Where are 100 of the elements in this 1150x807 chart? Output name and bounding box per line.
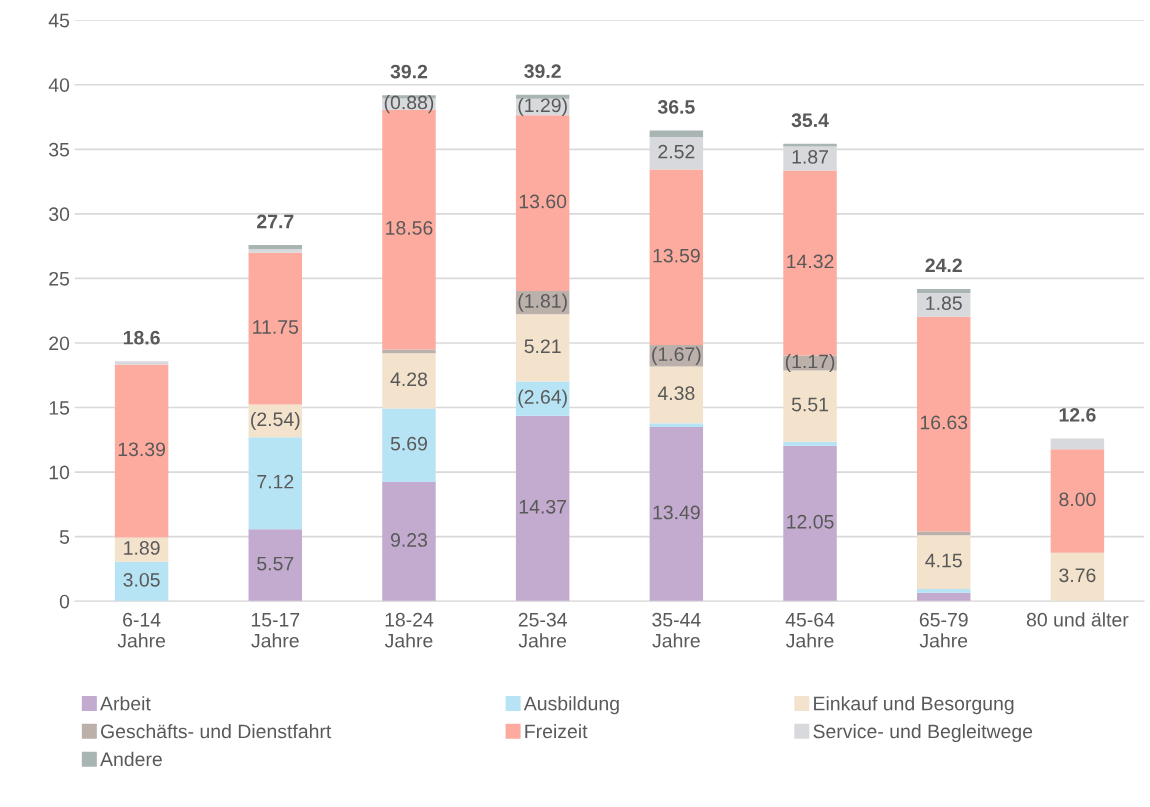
data-label: 2.52 <box>658 144 695 159</box>
x-tick-label: 35-44 Jahre <box>652 612 701 648</box>
bar <box>916 316 971 532</box>
data-label: 14.32 <box>787 254 834 269</box>
data-label: (1.29) <box>518 97 567 117</box>
bar <box>515 115 570 291</box>
bar <box>382 408 436 483</box>
y-tick-label: 15 <box>49 401 70 415</box>
data-label: 13.60 <box>519 194 567 209</box>
bar <box>114 364 169 538</box>
total-label: 18.6 <box>123 330 160 345</box>
bar <box>783 445 837 602</box>
data-label: 13.59 <box>653 248 700 263</box>
bar <box>382 353 436 409</box>
legend-label: Service- und Begleitwege <box>813 724 1033 743</box>
bar <box>783 170 837 356</box>
y-tick-label: 20 <box>49 336 70 351</box>
total-label: 36.5 <box>657 100 695 114</box>
legend-label: Ausbildung <box>523 696 619 715</box>
bar <box>1050 552 1105 602</box>
bar <box>248 252 303 405</box>
bar <box>649 423 704 428</box>
data-label: (1.17) <box>785 353 835 373</box>
data-label: 1.85 <box>926 296 962 311</box>
bar <box>916 588 971 593</box>
bar <box>114 561 169 602</box>
x-tick-label: 80 und älter <box>1026 612 1129 627</box>
bar <box>649 169 704 346</box>
bar <box>515 415 570 602</box>
total-label: 27.7 <box>257 214 294 229</box>
bar <box>916 289 971 293</box>
bar <box>916 592 971 602</box>
x-tick-label: 6-14 Jahre <box>117 612 166 648</box>
bar <box>114 537 169 562</box>
bar <box>649 427 704 602</box>
bar <box>515 314 570 382</box>
bar <box>783 370 837 442</box>
x-tick-label: 15-17 Jahre <box>251 613 300 648</box>
legend-label: Geschäfts- und Dienstfahrt <box>101 724 332 739</box>
bar <box>1050 438 1105 450</box>
data-label: 16.63 <box>920 415 968 430</box>
data-label: 8.00 <box>1059 492 1096 507</box>
legend-label: Arbeit <box>100 696 151 711</box>
y-tick-label: 0 <box>59 594 70 609</box>
total-label: 35.4 <box>791 113 829 128</box>
bar <box>1050 449 1105 553</box>
data-label: 1.89 <box>124 541 160 555</box>
legend-label: Freizeit <box>525 724 588 739</box>
bar <box>515 94 570 99</box>
data-label: (0.88) <box>384 95 434 114</box>
x-tick-label: 18-24 Jahre <box>384 612 434 648</box>
legend-label: Andere <box>100 751 162 767</box>
bar <box>916 531 971 536</box>
data-label: 13.39 <box>118 442 165 457</box>
y-tick-label: 25 <box>49 271 70 286</box>
bar <box>382 482 436 602</box>
bar <box>382 349 436 354</box>
data-label: 4.15 <box>925 553 962 568</box>
data-label: 13.49 <box>653 505 700 520</box>
data-label: 1.87 <box>792 149 828 164</box>
bar <box>649 130 704 138</box>
data-label: 5.51 <box>791 397 829 412</box>
data-label: 4.28 <box>390 372 428 387</box>
bar <box>248 248 303 253</box>
y-tick-label: 35 <box>49 142 70 157</box>
data-label: 3.76 <box>1059 568 1096 583</box>
y-tick-label: 40 <box>48 78 70 92</box>
data-label: 7.12 <box>257 474 294 489</box>
x-tick-label: 25-34 Jahre <box>518 612 567 648</box>
data-label: (2.64) <box>518 389 567 408</box>
data-label: 5.57 <box>257 556 294 571</box>
y-tick-label: 5 <box>59 530 70 544</box>
data-label: 3.05 <box>123 572 160 587</box>
data-label: 5.21 <box>524 339 561 354</box>
data-label: 9.23 <box>390 533 428 547</box>
bar <box>649 366 704 424</box>
bar <box>783 441 837 446</box>
x-tick-label: 45-64 Jahre <box>785 612 835 648</box>
bar <box>248 529 303 602</box>
y-tick-label: 45 <box>48 13 70 28</box>
legend-label: Einkauf und Besorgung <box>814 696 1014 715</box>
data-label: 14.37 <box>519 499 567 514</box>
bar <box>114 361 169 365</box>
data-label: (1.67) <box>652 346 701 365</box>
data-label: 11.75 <box>253 320 299 334</box>
data-label: 12.05 <box>787 514 834 529</box>
data-label: 5.69 <box>390 436 427 451</box>
data-label: 18.56 <box>386 221 433 235</box>
x-tick-label: 65-79 Jahre <box>919 612 968 648</box>
total-label: 12.6 <box>1059 408 1096 422</box>
total-label: 39.2 <box>390 64 428 79</box>
bar <box>248 245 303 249</box>
data-label: (1.81) <box>518 293 567 312</box>
bar <box>248 437 303 530</box>
y-tick-label: 10 <box>49 465 70 480</box>
total-label: 24.2 <box>925 258 962 273</box>
y-tick-label: 30 <box>49 207 70 222</box>
data-label: (2.54) <box>251 411 300 431</box>
bar <box>916 535 971 589</box>
data-label: 4.38 <box>657 386 695 401</box>
